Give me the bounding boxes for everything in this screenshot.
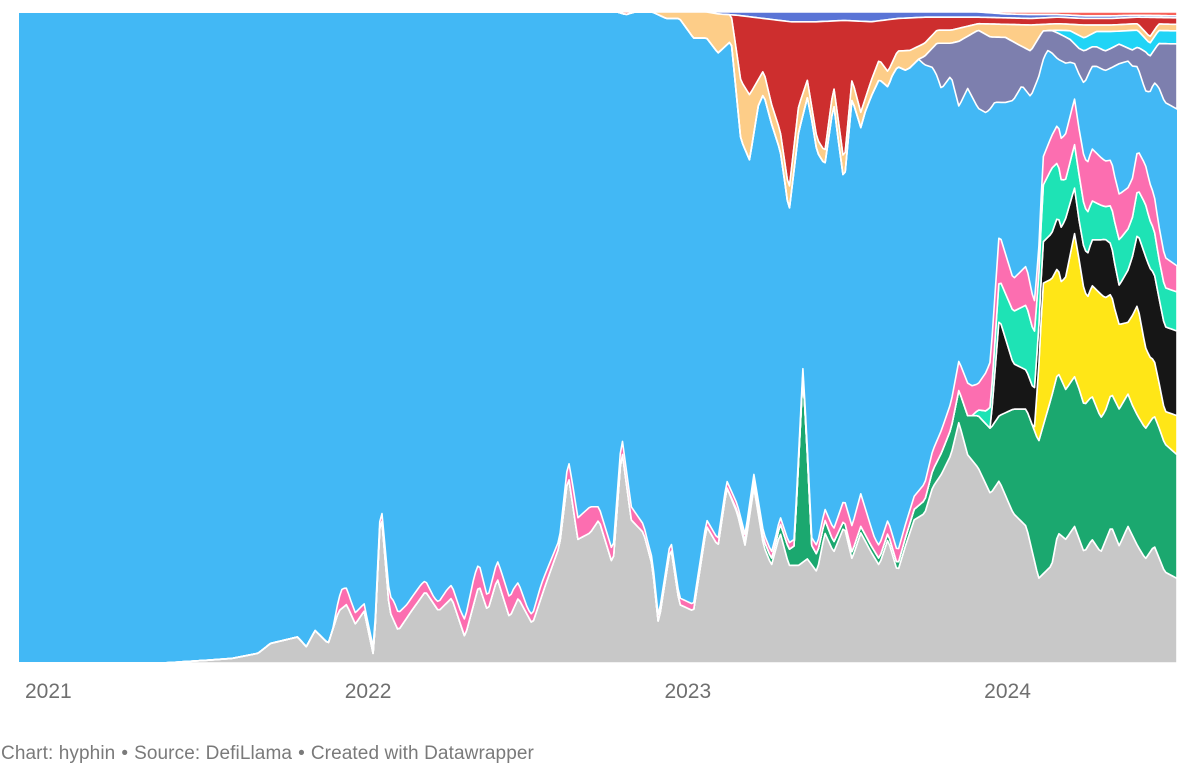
x-tick-label: 2022 [345,680,392,703]
x-axis: 2021 2022 2023 2024 [25,680,1031,703]
source-credit: Source: DefiLlama [134,743,293,764]
chart-credit: Chart: hyphin [1,743,116,764]
chart-footer: Chart: hyphin • Source: DefiLlama • Created … [1,743,534,765]
stacked-area-chart: 2021 2022 2023 2024 [18,11,1178,703]
x-tick-label: 2021 [25,680,72,703]
footer-separator: • [298,743,305,764]
bottom-area-series-6 [18,98,1178,664]
chart-area: 2021 2022 2023 2024 [18,11,1178,703]
datawrapper-credit: Created with Datawrapper [310,743,534,764]
x-tick-label: 2024 [984,680,1031,703]
footer-separator: • [121,743,129,764]
top-series-group [18,11,1178,209]
bottom-series-group [18,98,1178,664]
x-tick-label: 2023 [664,680,711,703]
top-area-series-6 [18,11,1178,209]
